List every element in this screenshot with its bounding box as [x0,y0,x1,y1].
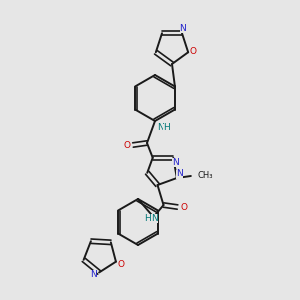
Text: N: N [176,169,183,178]
Text: H: H [144,214,151,223]
Text: N: N [151,214,158,223]
Text: CH₃: CH₃ [198,172,213,181]
Text: N: N [180,24,186,33]
Text: O: O [180,202,187,211]
Text: O: O [117,260,124,269]
Text: H: H [163,124,170,133]
Text: N: N [172,158,179,167]
Text: O: O [124,140,130,149]
Text: N: N [157,124,164,133]
Text: O: O [190,47,197,56]
Text: N: N [90,270,97,279]
